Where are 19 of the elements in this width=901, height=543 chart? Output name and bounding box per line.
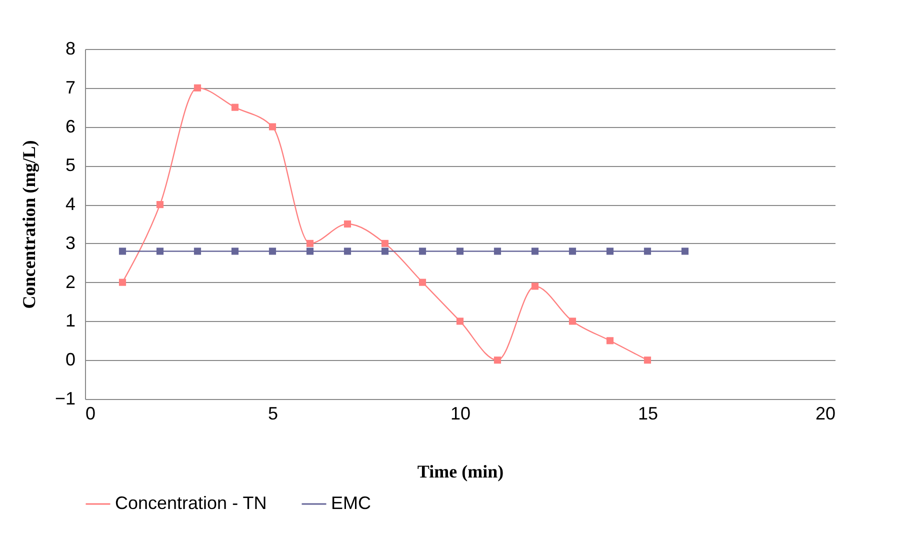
y-tick-label: 4: [65, 194, 76, 214]
x-tick-label: 20: [815, 404, 836, 424]
x-axis-title: Time (min): [417, 462, 504, 482]
y-tick-label: 5: [65, 155, 76, 176]
x-tick-label: 15: [638, 404, 658, 424]
y-axis-title: Concentration (mg/L): [18, 140, 39, 309]
x-tick-label: 0: [86, 404, 96, 424]
y-tick-label: 6: [65, 116, 76, 136]
x-tick-label: 10: [450, 404, 471, 424]
x-tick-label: 5: [268, 404, 278, 424]
legend-label: Concentration - TN: [115, 493, 267, 513]
y-tick-label: −1: [54, 388, 76, 408]
y-tick-label: 7: [65, 77, 76, 98]
y-tick-label: 2: [65, 272, 76, 292]
y-tick-label: 3: [65, 232, 76, 253]
y-tick-label: 8: [65, 38, 76, 58]
y-tick-label: 0: [65, 350, 76, 370]
y-tick-label: 1: [65, 310, 76, 331]
legend-label: EMC: [331, 493, 371, 513]
